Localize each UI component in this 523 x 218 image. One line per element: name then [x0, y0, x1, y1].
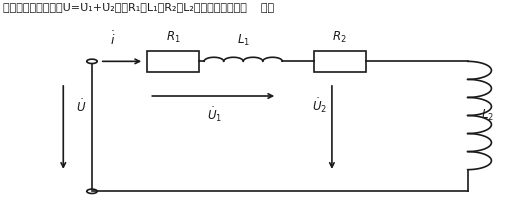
Text: $\dot{U}$: $\dot{U}$ [76, 99, 87, 116]
Text: $R_1$: $R_1$ [165, 30, 180, 45]
Text: $\dot{U}_1$: $\dot{U}_1$ [207, 106, 222, 124]
FancyBboxPatch shape [314, 51, 366, 72]
Text: $\dot{U}_2$: $\dot{U}_2$ [312, 97, 327, 116]
Text: $L_2$: $L_2$ [481, 108, 494, 123]
Text: $L_1$: $L_1$ [237, 33, 250, 48]
Text: $R_2$: $R_2$ [333, 30, 347, 45]
Text: 在如图所示电路中，U=U̇₁+U̇₂，则R₁、L₁、R₂、L₂应满足的关系为（    ）。: 在如图所示电路中，U=U̇₁+U̇₂，则R₁、L₁、R₂、L₂应满足的关系为（ … [3, 2, 275, 12]
Text: $\dot{i}$: $\dot{i}$ [110, 31, 116, 48]
FancyBboxPatch shape [147, 51, 199, 72]
